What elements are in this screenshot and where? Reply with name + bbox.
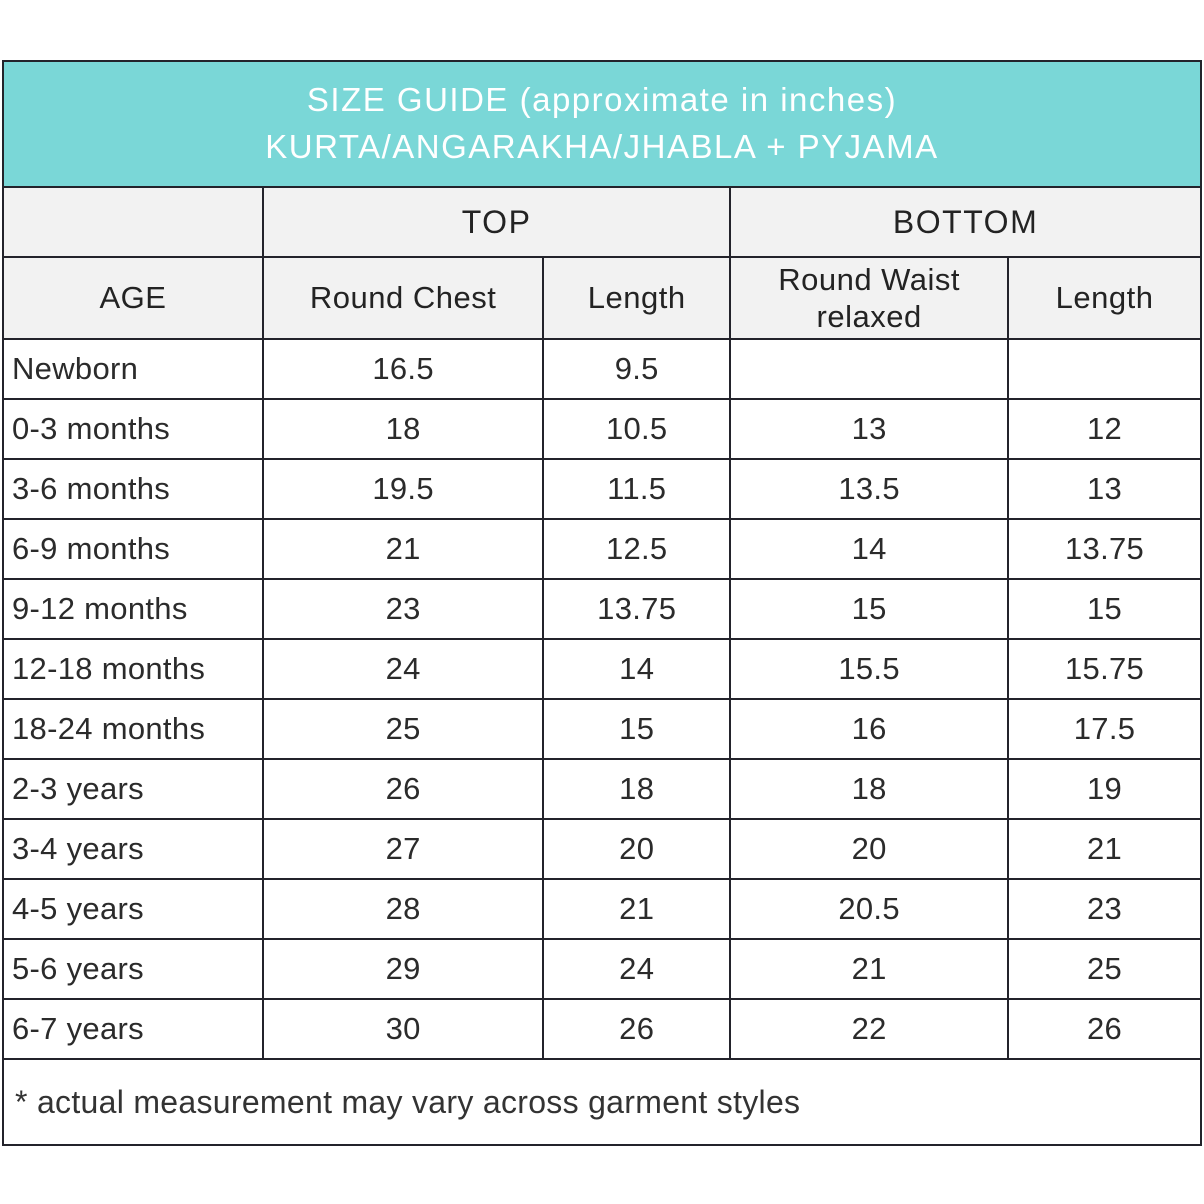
banner-cell: SIZE GUIDE (approximate in inches) KURTA… [2, 60, 1202, 188]
top-length-cell: 9.5 [542, 338, 732, 400]
table-row: 5-6 years 29 24 21 25 [2, 938, 1202, 1000]
round-chest-cell: 16.5 [261, 338, 545, 400]
round-waist-cell: 18 [729, 758, 1010, 820]
column-header-round-waist: Round Waist relaxed [729, 256, 1010, 340]
round-chest-cell: 23 [261, 578, 545, 640]
age-cell: 18-24 months [2, 698, 264, 760]
round-waist-cell: 13.5 [729, 458, 1010, 520]
table-row: 12-18 months 24 14 15.5 15.75 [2, 638, 1202, 700]
banner-subtitle: KURTA/ANGARAKHA/JHABLA + PYJAMA [265, 128, 939, 165]
round-waist-cell: 21 [729, 938, 1010, 1000]
bottom-length-cell [1007, 338, 1202, 400]
column-header-bottom-length: Length [1007, 256, 1202, 340]
top-length-cell: 20 [542, 818, 732, 880]
age-cell: 3-6 months [2, 458, 264, 520]
top-length-cell: 18 [542, 758, 732, 820]
footnote-row: * actual measurement may vary across gar… [2, 1058, 1202, 1146]
age-cell: Newborn [2, 338, 264, 400]
column-header-age: AGE [2, 256, 264, 340]
round-waist-cell: 16 [729, 698, 1010, 760]
age-cell: 5-6 years [2, 938, 264, 1000]
bottom-length-cell: 21 [1007, 818, 1202, 880]
bottom-length-cell: 12 [1007, 398, 1202, 460]
table-row: Newborn 16.5 9.5 [2, 338, 1202, 400]
bottom-length-cell: 15 [1007, 578, 1202, 640]
round-chest-cell: 28 [261, 878, 545, 940]
bottom-length-cell: 23 [1007, 878, 1202, 940]
age-cell: 3-4 years [2, 818, 264, 880]
banner-row: SIZE GUIDE (approximate in inches) KURTA… [2, 60, 1202, 188]
age-cell: 0-3 months [2, 398, 264, 460]
round-chest-cell: 27 [261, 818, 545, 880]
top-length-cell: 15 [542, 698, 732, 760]
table-row: 3-4 years 27 20 20 21 [2, 818, 1202, 880]
round-chest-cell: 30 [261, 998, 545, 1060]
round-waist-cell: 14 [729, 518, 1010, 580]
round-waist-cell: 20 [729, 818, 1010, 880]
table-row: 3-6 months 19.5 11.5 13.5 13 [2, 458, 1202, 520]
round-chest-cell: 19.5 [261, 458, 545, 520]
group-header-row: TOP BOTTOM [2, 186, 1202, 258]
column-header-row: AGE Round Chest Length Round Waist relax… [2, 256, 1202, 340]
top-length-cell: 24 [542, 938, 732, 1000]
banner-title: SIZE GUIDE (approximate in inches) [306, 81, 898, 119]
column-header-top-length: Length [542, 256, 732, 340]
group-header-spacer [2, 186, 264, 258]
round-chest-cell: 29 [261, 938, 545, 1000]
round-waist-cell: 20.5 [729, 878, 1010, 940]
age-cell: 6-9 months [2, 518, 264, 580]
top-length-cell: 26 [542, 998, 732, 1060]
table-row: 18-24 months 25 15 16 17.5 [2, 698, 1202, 760]
footnote-text: * actual measurement may vary across gar… [2, 1058, 1202, 1146]
round-chest-cell: 18 [261, 398, 545, 460]
round-waist-cell: 15 [729, 578, 1010, 640]
round-waist-cell: 22 [729, 998, 1010, 1060]
bottom-length-cell: 25 [1007, 938, 1202, 1000]
round-chest-cell: 21 [261, 518, 545, 580]
bottom-length-cell: 13 [1007, 458, 1202, 520]
age-cell: 9-12 months [2, 578, 264, 640]
bottom-length-cell: 19 [1007, 758, 1202, 820]
bottom-length-cell: 26 [1007, 998, 1202, 1060]
size-guide-table: SIZE GUIDE (approximate in inches) KURTA… [2, 60, 1202, 1146]
round-waist-cell [729, 338, 1010, 400]
top-length-cell: 10.5 [542, 398, 732, 460]
age-cell: 6-7 years [2, 998, 264, 1060]
table-row: 6-7 years 30 26 22 26 [2, 998, 1202, 1060]
table-row: 4-5 years 28 21 20.5 23 [2, 878, 1202, 940]
age-cell: 2-3 years [2, 758, 264, 820]
bottom-length-cell: 17.5 [1007, 698, 1202, 760]
round-chest-cell: 26 [261, 758, 545, 820]
top-length-cell: 11.5 [542, 458, 732, 520]
top-length-cell: 13.75 [542, 578, 732, 640]
age-cell: 12-18 months [2, 638, 264, 700]
top-length-cell: 14 [542, 638, 732, 700]
top-length-cell: 12.5 [542, 518, 732, 580]
table-row: 6-9 months 21 12.5 14 13.75 [2, 518, 1202, 580]
round-waist-cell: 15.5 [729, 638, 1010, 700]
round-chest-cell: 24 [261, 638, 545, 700]
group-header-bottom: BOTTOM [729, 186, 1202, 258]
age-cell: 4-5 years [2, 878, 264, 940]
table-row: 9-12 months 23 13.75 15 15 [2, 578, 1202, 640]
table-row: 0-3 months 18 10.5 13 12 [2, 398, 1202, 460]
round-chest-cell: 25 [261, 698, 545, 760]
bottom-length-cell: 15.75 [1007, 638, 1202, 700]
group-header-top: TOP [261, 186, 732, 258]
table-row: 2-3 years 26 18 18 19 [2, 758, 1202, 820]
top-length-cell: 21 [542, 878, 732, 940]
bottom-length-cell: 13.75 [1007, 518, 1202, 580]
round-waist-cell: 13 [729, 398, 1010, 460]
column-header-round-chest: Round Chest [261, 256, 545, 340]
